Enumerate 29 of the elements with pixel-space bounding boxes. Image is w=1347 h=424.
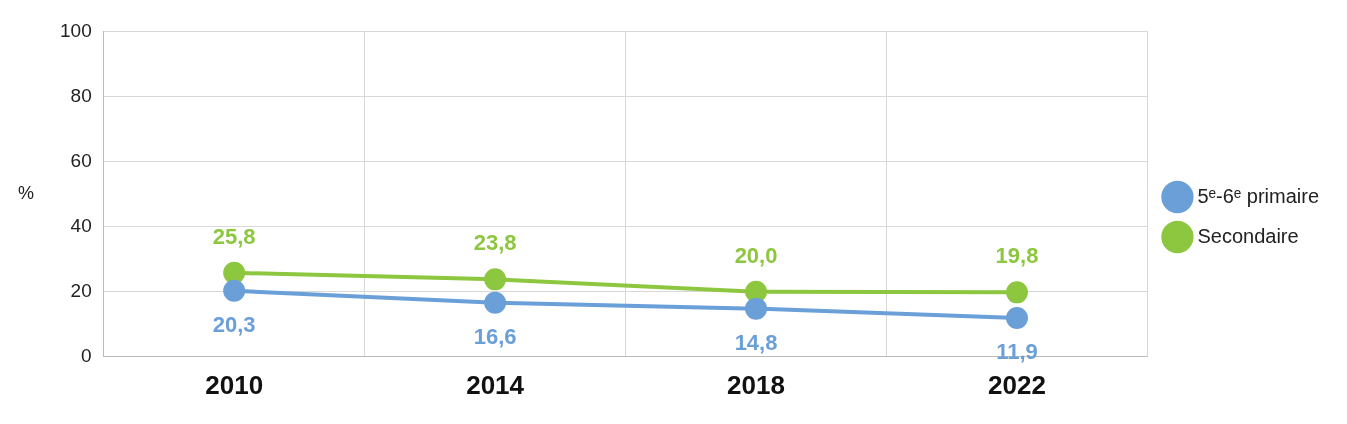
data-label: 16,6 bbox=[473, 323, 517, 349]
y-tick-label: 80 bbox=[70, 84, 92, 106]
x-tick-label: 2014 bbox=[466, 369, 525, 400]
point bbox=[1005, 281, 1028, 304]
point bbox=[484, 291, 507, 314]
point bbox=[484, 268, 507, 291]
data-label: 20,0 bbox=[734, 242, 778, 268]
data-label: 11,9 bbox=[996, 339, 1038, 365]
y-tick-label: 60 bbox=[70, 149, 92, 171]
y-tick-label: 20 bbox=[70, 279, 92, 301]
point bbox=[223, 261, 246, 284]
data-label: 23,8 bbox=[473, 230, 517, 256]
legend-label: Secondaire bbox=[1197, 224, 1299, 247]
y-tick-label: 0 bbox=[81, 345, 92, 367]
y-tick-label: 40 bbox=[70, 214, 92, 236]
x-tick-label: 2018 bbox=[727, 369, 785, 400]
data-label: 19,8 bbox=[995, 243, 1039, 269]
data-label: 14,8 bbox=[734, 329, 778, 355]
data-label: 20,3 bbox=[212, 311, 256, 337]
x-tick-label: 2022 bbox=[988, 369, 1046, 400]
point bbox=[745, 297, 768, 320]
point bbox=[223, 279, 246, 302]
point bbox=[1005, 307, 1028, 330]
y-tick-label: 100 bbox=[60, 19, 92, 41]
legend-label: 5ᵉ-6ᵉ primaire bbox=[1197, 184, 1319, 207]
x-tick-label: 2010 bbox=[205, 369, 264, 400]
y-axis-title: % bbox=[17, 183, 35, 204]
data-label: 25,8 bbox=[212, 223, 256, 249]
point bbox=[745, 280, 768, 303]
